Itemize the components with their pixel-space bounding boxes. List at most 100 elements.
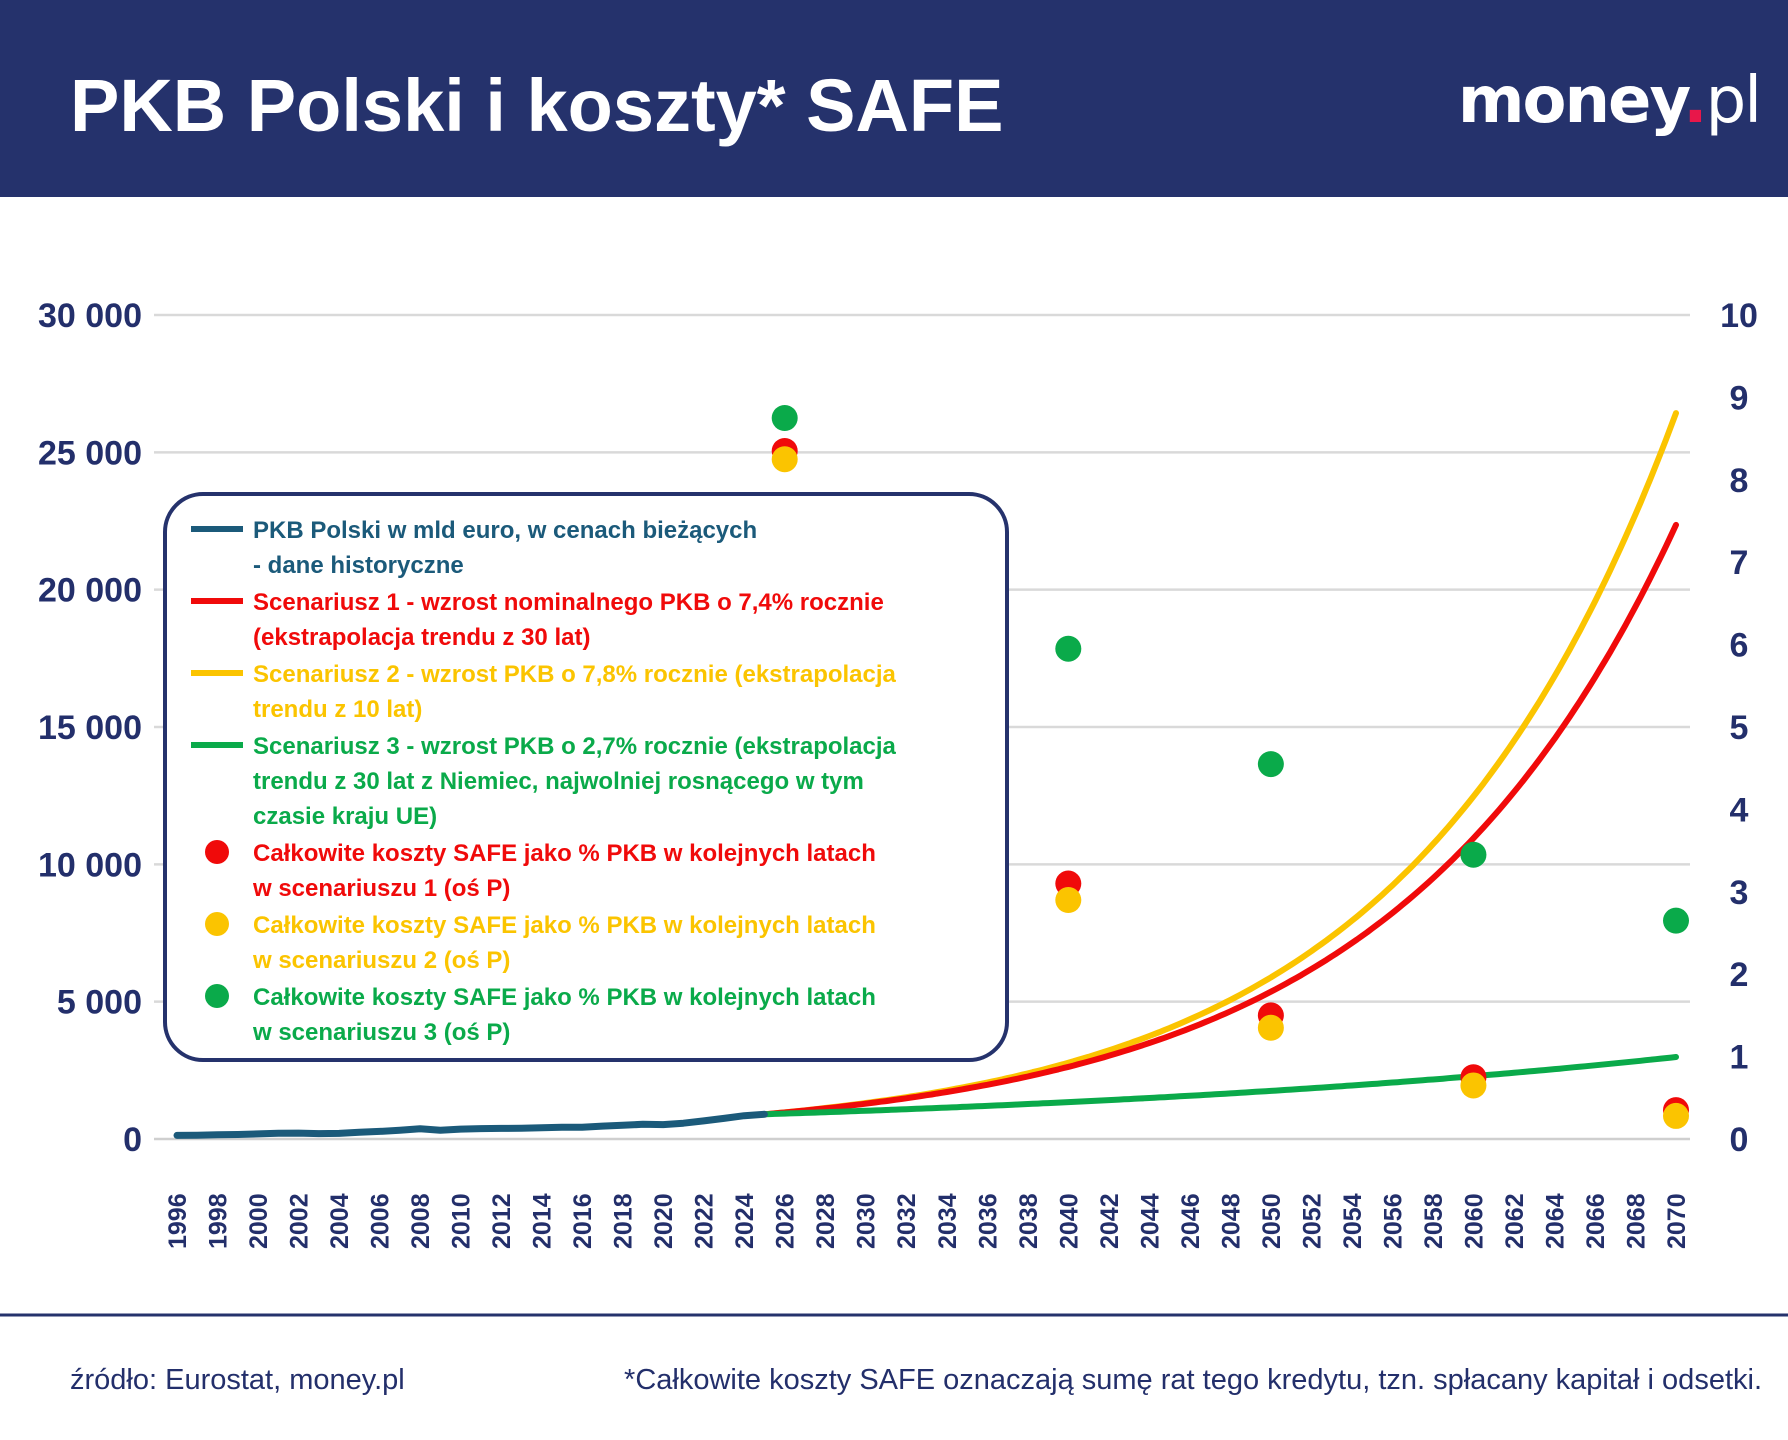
x-tick-label: 2046 [1177,1193,1205,1249]
scatter-point-scenario2 [1257,1014,1284,1041]
page-title: PKB Polski i koszty* SAFE [70,64,1004,147]
right-tick-label: 9 [1730,379,1749,417]
x-tick-label: 2016 [569,1193,597,1249]
x-tick-label: 2038 [1015,1193,1043,1249]
legend: PKB Polski w mld euro, w cenach bieżącyc… [163,492,1009,1062]
x-tick-label: 2054 [1339,1193,1367,1249]
x-tick-label: 2042 [1096,1193,1124,1249]
series-line-scenario1 [761,521,1679,1118]
x-tick-label: 2026 [772,1193,800,1249]
legend-dot-marker [205,984,229,1008]
right-tick-label: 10 [1720,297,1758,335]
header-bar [0,0,1788,197]
legend-label: Całkowite koszty SAFE jako % PKB w kolej… [253,912,876,939]
x-tick-label: 2050 [1258,1193,1286,1249]
logo: money.pl [1458,64,1762,138]
legend-dot-marker [205,840,229,864]
right-tick-label: 5 [1730,709,1749,747]
x-tick-label: 2012 [488,1193,516,1249]
x-tick-label: 2010 [448,1193,476,1249]
x-tick-label: 2036 [974,1193,1002,1249]
right-tick-label: 8 [1730,462,1749,500]
series-line-historical [173,1110,768,1139]
x-tick-label: 2020 [650,1193,678,1249]
scatter-point-scenario3 [1460,841,1487,868]
x-tick-label: 2022 [691,1193,719,1249]
x-tick-label: 2052 [1298,1193,1326,1249]
scatter-point-scenario2 [771,446,798,473]
x-tick-label: 2028 [812,1193,840,1249]
x-tick-label: 2062 [1501,1193,1529,1249]
legend-label: trendu z 10 lat) [253,696,422,723]
left-tick-label: 5 000 [57,984,142,1022]
left-tick-label: 25 000 [38,434,142,472]
x-tick-label: 2044 [1136,1193,1164,1249]
x-tick-label: 2008 [407,1193,435,1249]
legend-label: Scenariusz 1 - wzrost nominalnego PKB o … [253,589,884,616]
left-tick-label: 10 000 [38,846,142,884]
scatter-point-scenario3 [1257,751,1284,778]
x-tick-label: 2068 [1622,1193,1650,1249]
left-tick-label: 15 000 [38,709,142,747]
legend-label: (ekstrapolacja trendu z 30 lat) [253,624,590,651]
x-tick-label: 2064 [1541,1193,1569,1249]
right-tick-label: 4 [1730,791,1749,829]
left-tick-label: 20 000 [38,572,142,610]
x-tick-label: 2040 [1055,1193,1083,1249]
legend-label: w scenariuszu 2 (oś P) [252,947,510,974]
x-tick-label: 2058 [1420,1193,1448,1249]
x-tick-label: 2060 [1460,1193,1488,1249]
left-tick-label: 0 [123,1121,142,1159]
right-tick-label: 3 [1730,874,1749,912]
legend-label: Całkowite koszty SAFE jako % PKB w kolej… [253,840,876,867]
x-tick-label: 1998 [205,1193,233,1249]
right-tick-label: 1 [1730,1039,1749,1077]
x-tick-label: 2070 [1663,1193,1691,1249]
right-tick-label: 0 [1730,1121,1749,1159]
legend-label: Scenariusz 2 - wzrost PKB o 7,8% rocznie… [253,661,897,688]
scatter-points [771,405,1689,1129]
x-axis: 1996 1998 2000 2002 2004 2006 2008 2010 2012 2014… [164,1193,1691,1249]
legend-dot-marker [205,912,229,936]
footnote-text: *Całkowite koszty SAFE oznaczają sumę ra… [624,1364,1762,1396]
scatter-point-scenario3 [1663,907,1689,934]
scatter-point-scenario2 [1055,887,1082,914]
legend-label: w scenariuszu 1 (oś P) [252,875,510,902]
scatter-point-scenario3 [1055,635,1082,662]
x-tick-label: 2000 [245,1193,273,1249]
legend-label: PKB Polski w mld euro, w cenach bieżącyc… [253,517,757,544]
legend-label: czasie kraju UE) [253,803,437,830]
x-tick-label: 1996 [164,1193,192,1249]
x-tick-label: 2024 [731,1193,759,1249]
scatter-point-scenario2 [1460,1072,1487,1099]
left-tick-label: 30 000 [38,297,142,335]
scatter-point-scenario3 [771,405,798,431]
x-tick-label: 2018 [610,1193,638,1249]
x-tick-label: 2048 [1217,1193,1245,1249]
legend-label: trendu z 30 lat z Niemiec, najwolniej ro… [253,768,864,795]
left-axis: 0 5 000 10 000 15 000 20 000 25 000 30 000 [38,297,142,1159]
x-tick-label: 2002 [286,1193,314,1249]
x-tick-label: 2034 [934,1193,962,1249]
x-tick-label: 2032 [893,1193,921,1249]
right-axis: 0 1 2 3 4 5 6 7 8 9 10 [1720,297,1758,1159]
legend-label: - dane historyczne [253,552,464,579]
scatter-point-scenario2 [1663,1102,1689,1129]
legend-label: Scenariusz 3 - wzrost PKB o 2,7% rocznie… [253,733,897,760]
x-tick-label: 2004 [326,1193,354,1249]
legend-label: Całkowite koszty SAFE jako % PKB w kolej… [253,984,876,1011]
source-text: źródło: Eurostat, money.pl [70,1364,405,1396]
x-tick-label: 2030 [853,1193,881,1249]
legend-box [163,492,1009,1062]
logo-text: money.pl [1458,64,1760,138]
legend-label: w scenariuszu 3 (oś P) [252,1019,510,1046]
x-tick-label: 2014 [529,1193,557,1249]
right-tick-label: 6 [1730,627,1749,665]
right-tick-label: 7 [1730,544,1749,582]
series-line-scenario3 [761,1054,1679,1118]
series-lines [173,410,1679,1139]
x-tick-label: 2006 [367,1193,395,1249]
x-tick-label: 2056 [1379,1193,1407,1249]
right-tick-label: 2 [1730,956,1749,994]
